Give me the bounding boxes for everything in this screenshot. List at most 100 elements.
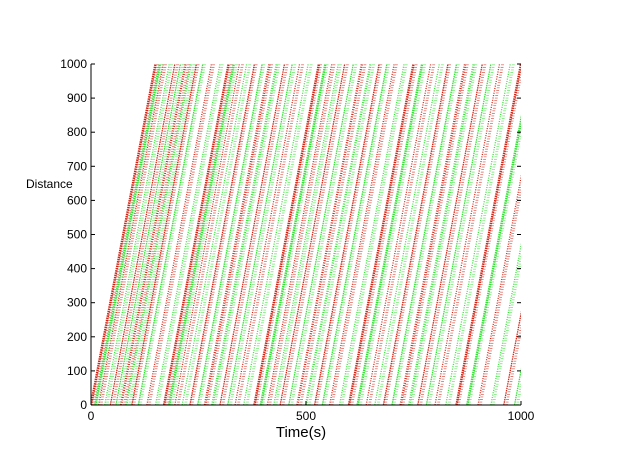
trajectory: [517, 388, 521, 405]
trajectory: [256, 64, 323, 405]
trajectory: [449, 64, 515, 405]
y-tick-label: 800: [67, 125, 87, 139]
trajectory: [360, 64, 427, 405]
trajectory: [104, 64, 170, 405]
trajectory: [176, 64, 242, 405]
trajectory: [229, 64, 295, 405]
trajectory: [428, 64, 495, 405]
trajectory: [412, 64, 478, 405]
trajectory: [128, 64, 194, 405]
trajectory: [171, 64, 237, 405]
trajectory: [206, 64, 273, 405]
trajectory: [181, 64, 248, 405]
trajectory: [330, 64, 396, 405]
trajectory: [323, 64, 390, 405]
trajectory: [513, 367, 521, 405]
y-tick-label: 0: [80, 398, 87, 412]
trajectory: [403, 64, 469, 405]
y-tick-label: 500: [67, 228, 87, 242]
trajectory: [307, 64, 374, 405]
trajectory: [177, 64, 243, 405]
trajectory: [168, 64, 235, 405]
trajectory: [281, 64, 347, 405]
trajectory: [378, 64, 444, 405]
trajectory: [291, 64, 357, 405]
trajectory: [266, 64, 333, 405]
trajectory: [137, 64, 204, 405]
trajectory: [383, 64, 450, 405]
trajectory: [421, 64, 487, 405]
trajectory: [313, 64, 380, 405]
trajectory: [156, 64, 222, 405]
trajectory: [94, 64, 161, 405]
trajectory: [205, 64, 272, 405]
trajectory: [505, 321, 521, 405]
trajectory: [105, 64, 172, 405]
trajectory: [262, 64, 328, 405]
trajectory: [253, 64, 321, 405]
trajectory: [427, 64, 494, 405]
y-tick-label: 900: [67, 91, 87, 105]
trajectory: [352, 64, 418, 405]
trajectory: [351, 64, 417, 405]
trajectory: [468, 128, 521, 405]
trajectory: [490, 242, 521, 405]
trajectory: [100, 64, 166, 405]
trajectory: [122, 64, 189, 405]
trajectory: [411, 64, 477, 405]
trajectory: [261, 64, 327, 405]
trajectory: [230, 64, 296, 405]
trajectory: [338, 64, 405, 405]
trajectory: [184, 64, 250, 405]
trajectory: [315, 64, 381, 405]
trajectory: [129, 64, 195, 405]
trajectory: [197, 64, 263, 405]
trajectory: [125, 64, 192, 405]
trajectory: [329, 64, 395, 405]
trajectory: [466, 114, 521, 405]
trajectory: [385, 64, 452, 405]
trajectory: [109, 64, 176, 405]
trajectory: [279, 64, 346, 405]
y-tick-label: 1000: [60, 57, 87, 71]
trajectory: [332, 64, 398, 405]
trajectory: [317, 64, 383, 405]
trajectory: [300, 64, 366, 405]
trajectory: [268, 64, 334, 405]
trajectory: [148, 64, 215, 405]
trajectory: [506, 326, 521, 405]
trajectory: [199, 64, 265, 405]
trajectory: [394, 64, 460, 405]
trajectory: [382, 64, 449, 405]
trajectory: [234, 64, 301, 405]
trajectory: [139, 64, 206, 405]
trajectory: [119, 64, 187, 405]
trajectory: [95, 64, 162, 405]
trajectory: [292, 64, 358, 405]
trajectory: [190, 64, 256, 405]
trajectory: [322, 64, 389, 405]
trajectory: [198, 64, 264, 405]
trajectory: [316, 64, 382, 405]
trajectory: [273, 64, 339, 405]
trajectory: [259, 64, 327, 405]
trajectory: [246, 64, 312, 405]
trajectory: [231, 64, 297, 405]
trajectory: [410, 64, 476, 405]
trajectory: [493, 260, 521, 405]
trajectory: [324, 64, 391, 405]
trajectory: [166, 64, 232, 405]
trajectory: [477, 174, 521, 405]
plot-area: [91, 64, 521, 405]
trajectory: [507, 331, 521, 405]
trajectory: [118, 64, 184, 405]
trajectory: [167, 64, 233, 405]
trajectory: [162, 64, 230, 405]
trajectory: [437, 64, 504, 405]
trajectory: [309, 64, 376, 405]
trajectory: [106, 64, 172, 405]
trajectory: [290, 64, 356, 405]
trajectory: [365, 64, 432, 405]
y-axis-label: Distance: [26, 177, 73, 191]
